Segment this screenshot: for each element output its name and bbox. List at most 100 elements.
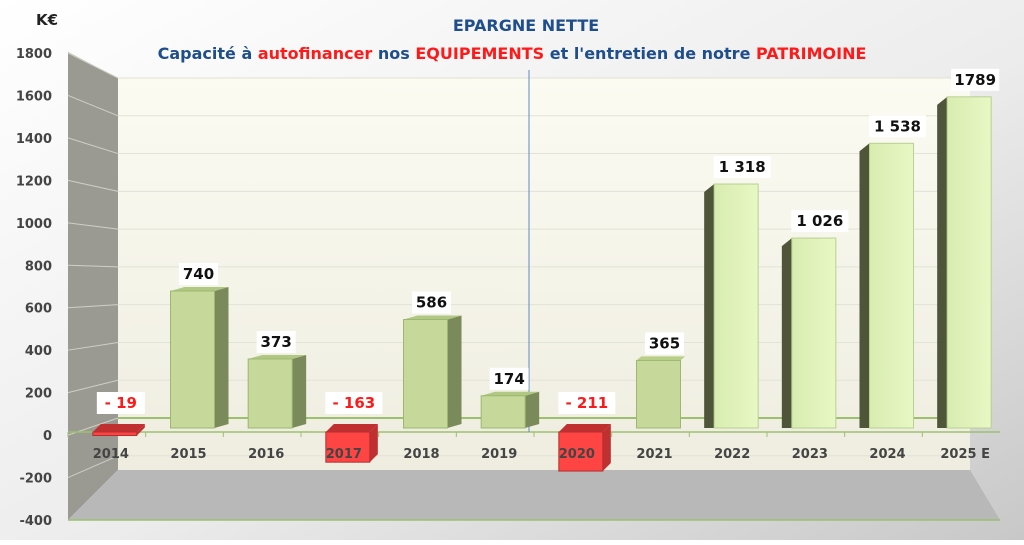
bar-side	[447, 315, 462, 428]
y-tick-label: 600	[25, 302, 52, 317]
data-label: 365	[645, 332, 684, 355]
bar-2023	[781, 237, 837, 429]
data-label-box	[869, 115, 926, 138]
back-wall	[118, 78, 970, 470]
data-label-text: 373	[261, 333, 292, 351]
subtitle-part: EQUIPEMENTS	[415, 44, 544, 63]
data-label: 1 538	[869, 115, 926, 138]
bar-side	[369, 424, 378, 463]
data-label-text: 174	[494, 370, 525, 388]
bar-2014	[92, 424, 145, 437]
side-gridline	[67, 379, 119, 394]
x-tick-label: 2020	[559, 447, 595, 462]
bar-front	[92, 431, 138, 437]
side-gridline	[67, 455, 119, 479]
data-label-box	[325, 392, 383, 414]
data-label-box	[179, 263, 218, 286]
side-gridline	[67, 94, 119, 117]
data-label-box	[256, 330, 296, 353]
data-label-box	[951, 68, 1000, 91]
side-gridline	[67, 222, 119, 230]
bar-2021	[636, 356, 686, 429]
bar-front	[791, 237, 837, 429]
y-tick-label: -200	[19, 472, 52, 487]
side-gridline	[67, 341, 119, 351]
bar-front	[325, 431, 371, 463]
data-label: 1 026	[791, 210, 849, 233]
bar-front	[247, 358, 293, 429]
data-label: 373	[256, 330, 296, 353]
y-tick-label: 0	[43, 429, 52, 444]
chart-subtitle: Capacité à autofinancer nos EQUIPEMENTS …	[158, 44, 867, 63]
bar-top	[403, 315, 462, 320]
bar-2019	[480, 391, 540, 429]
data-label: 740	[179, 263, 218, 286]
bar-2025-E	[937, 96, 992, 429]
data-label: 1 318	[713, 156, 771, 179]
side-gridline	[67, 137, 119, 155]
data-label-box	[791, 210, 849, 233]
bar-side	[704, 184, 715, 428]
bar-top	[248, 354, 307, 359]
bar-side	[136, 424, 145, 436]
x-tick-label: 2015	[170, 447, 206, 462]
bar-2015	[170, 287, 229, 429]
bar-front	[869, 142, 914, 429]
bar-side	[292, 354, 307, 428]
subtitle-part: autofinancer	[258, 44, 373, 63]
data-label-text: 1 538	[874, 117, 921, 135]
bar-front	[558, 431, 604, 472]
bar-front	[713, 183, 759, 429]
x-tick-label: 2014	[93, 447, 129, 462]
data-label: - 19	[96, 392, 145, 414]
bar-2020	[558, 424, 611, 472]
subtitle-part: nos	[372, 44, 415, 63]
y-axis-unit-label: K€	[36, 11, 58, 29]
bar-side	[937, 96, 948, 429]
bar-side	[602, 424, 611, 472]
data-label-box	[713, 156, 771, 179]
data-label-text: 740	[183, 265, 214, 283]
side-gridline	[67, 179, 119, 192]
data-label-text: 1789	[954, 71, 996, 89]
subtitle-part: et l'entretien de notre	[544, 44, 756, 63]
bar-front	[636, 359, 681, 429]
bar-2016	[247, 354, 307, 429]
data-label-text: 365	[649, 334, 680, 352]
bar-side	[859, 143, 870, 428]
subtitle-part: Capacité à	[158, 44, 258, 63]
x-tick-label: 2018	[403, 447, 439, 462]
floor	[68, 470, 1000, 520]
bar-2017	[325, 424, 378, 463]
y-tick-label: 800	[25, 259, 52, 274]
data-label-text: - 211	[565, 394, 608, 412]
data-label-box	[412, 291, 451, 314]
data-label-box	[645, 332, 684, 355]
y-tick-label: -400	[19, 514, 52, 529]
x-tick-label: 2016	[248, 447, 284, 462]
x-tick-label: 2019	[481, 447, 517, 462]
bar-side	[781, 238, 792, 428]
bar-front	[946, 96, 992, 429]
bar-top	[636, 356, 686, 361]
x-tick-label: 2023	[792, 447, 828, 462]
x-tick-label: 2021	[636, 447, 672, 462]
y-tick-label: 1800	[16, 47, 52, 62]
data-label: 1789	[951, 68, 1000, 91]
bar-top	[325, 424, 378, 432]
bar-2024	[859, 142, 914, 429]
x-tick-label: 2022	[714, 447, 750, 462]
bar-top	[558, 424, 611, 432]
bar-2018	[403, 315, 462, 429]
bar-side	[525, 391, 540, 428]
x-tick-label: 2025 E	[940, 447, 990, 462]
y-tick-label: 400	[25, 344, 52, 359]
data-label-text: - 163	[332, 394, 375, 412]
data-label-box	[558, 392, 616, 414]
data-label-text: 586	[416, 294, 447, 312]
data-label-box	[489, 367, 529, 390]
data-label: - 211	[558, 392, 616, 414]
bar-top	[481, 391, 540, 396]
